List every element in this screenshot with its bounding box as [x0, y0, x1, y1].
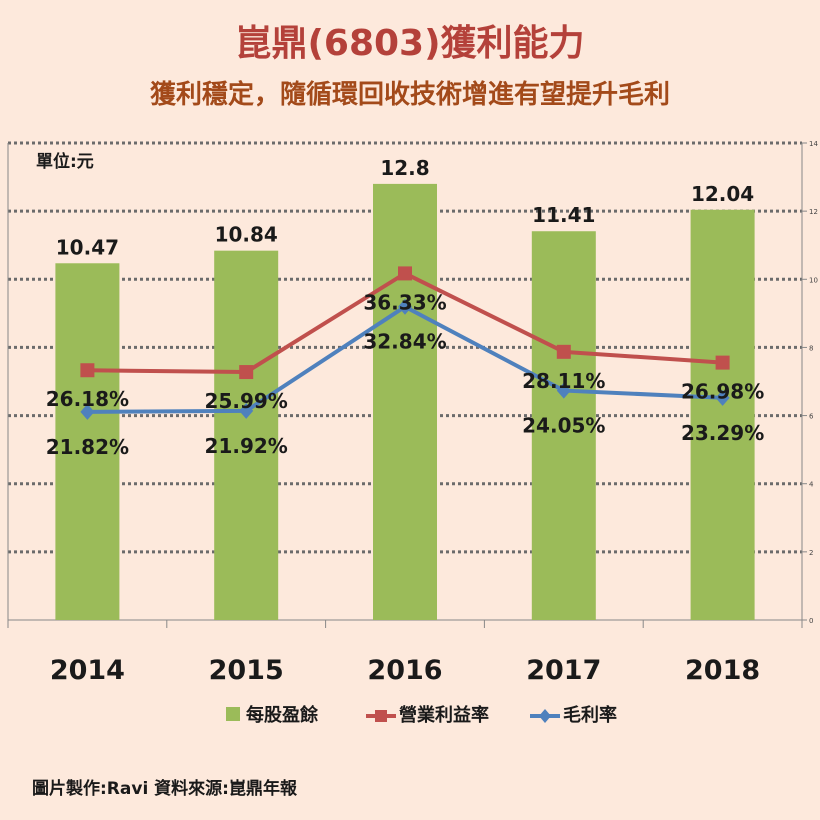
eps-value-label: 10.84: [215, 223, 278, 247]
operating-margin-point: [398, 266, 412, 281]
eps-bar: [690, 209, 755, 620]
y-tick-label: 0: [809, 617, 813, 625]
operating-margin-label: 28.11%: [522, 369, 605, 393]
chart-title: 崑鼎(6803)獲利能力: [235, 23, 585, 64]
y-tick-label: 8: [809, 344, 813, 352]
margin-lines: [80, 266, 730, 420]
legend: 每股盈餘 營業利益率 毛利率: [226, 704, 617, 726]
x-category-label: 2015: [209, 655, 284, 686]
x-category-label: 2014: [50, 655, 125, 686]
gross-margin-label: 23.29%: [681, 421, 764, 445]
legend-eps-swatch: [226, 707, 240, 721]
y-tick-label: 14: [809, 140, 818, 148]
legend-gpm-label: 毛利率: [563, 704, 617, 726]
data-labels: 單位:元 10.47 2014 10.84 2015 12.8 2016 11.41 2017 1…: [36, 151, 764, 686]
gross-margin-label: 24.05%: [522, 414, 605, 438]
gross-margin-point: [239, 402, 254, 419]
operating-margin-label: 26.98%: [681, 380, 764, 404]
legend-gpm-marker: [539, 709, 551, 723]
source-credit: 圖片製作:Ravi 資料來源:崑鼎年報: [32, 779, 297, 799]
eps-value-label: 12.04: [691, 182, 754, 206]
gross-margin-point: [715, 389, 730, 406]
y-tick-label: 10: [809, 276, 818, 284]
eps-value-label: 10.47: [56, 235, 119, 259]
gross-margin-label: 32.84%: [363, 330, 446, 354]
operating-margin-point: [715, 355, 730, 370]
y-tick-label: 4: [809, 481, 814, 489]
eps-bar: [55, 263, 120, 620]
y-tick-label: 2: [809, 549, 813, 557]
x-category-label: 2016: [367, 655, 442, 686]
operating-margin-point: [80, 363, 95, 378]
eps-bar: [531, 231, 596, 620]
x-category-label: 2017: [526, 655, 601, 686]
chart-subtitle: 獲利穩定，隨循環回收技術增進有望提升毛利: [149, 80, 670, 110]
unit-label: 單位:元: [36, 151, 94, 172]
gross-margin-point: [556, 382, 571, 399]
eps-bar: [214, 250, 279, 620]
x-category-label: 2018: [685, 655, 760, 686]
gross-margin-point: [398, 298, 412, 315]
operating-margin-label: 36.33%: [363, 290, 446, 314]
eps-value-label: 11.41: [532, 203, 595, 227]
gross-margin-label: 21.82%: [46, 435, 129, 459]
y-tick-label: 6: [809, 413, 814, 421]
y-tick-label: 12: [809, 208, 818, 216]
eps-bar: [373, 183, 437, 620]
operating-margin-label: 25.99%: [205, 389, 288, 413]
gross-margin-point: [80, 403, 95, 420]
operating-margin-label: 26.18%: [46, 387, 129, 411]
gross-margin-label: 21.92%: [205, 434, 288, 458]
operating-margin-point: [556, 344, 571, 359]
operating-margin-point: [239, 365, 254, 380]
legend-eps-label: 每股盈餘: [246, 704, 319, 726]
legend-opm-marker: [375, 710, 387, 722]
eps-bars: [55, 183, 755, 620]
eps-value-label: 12.8: [380, 156, 429, 180]
legend-opm-label: 營業利益率: [399, 704, 489, 726]
